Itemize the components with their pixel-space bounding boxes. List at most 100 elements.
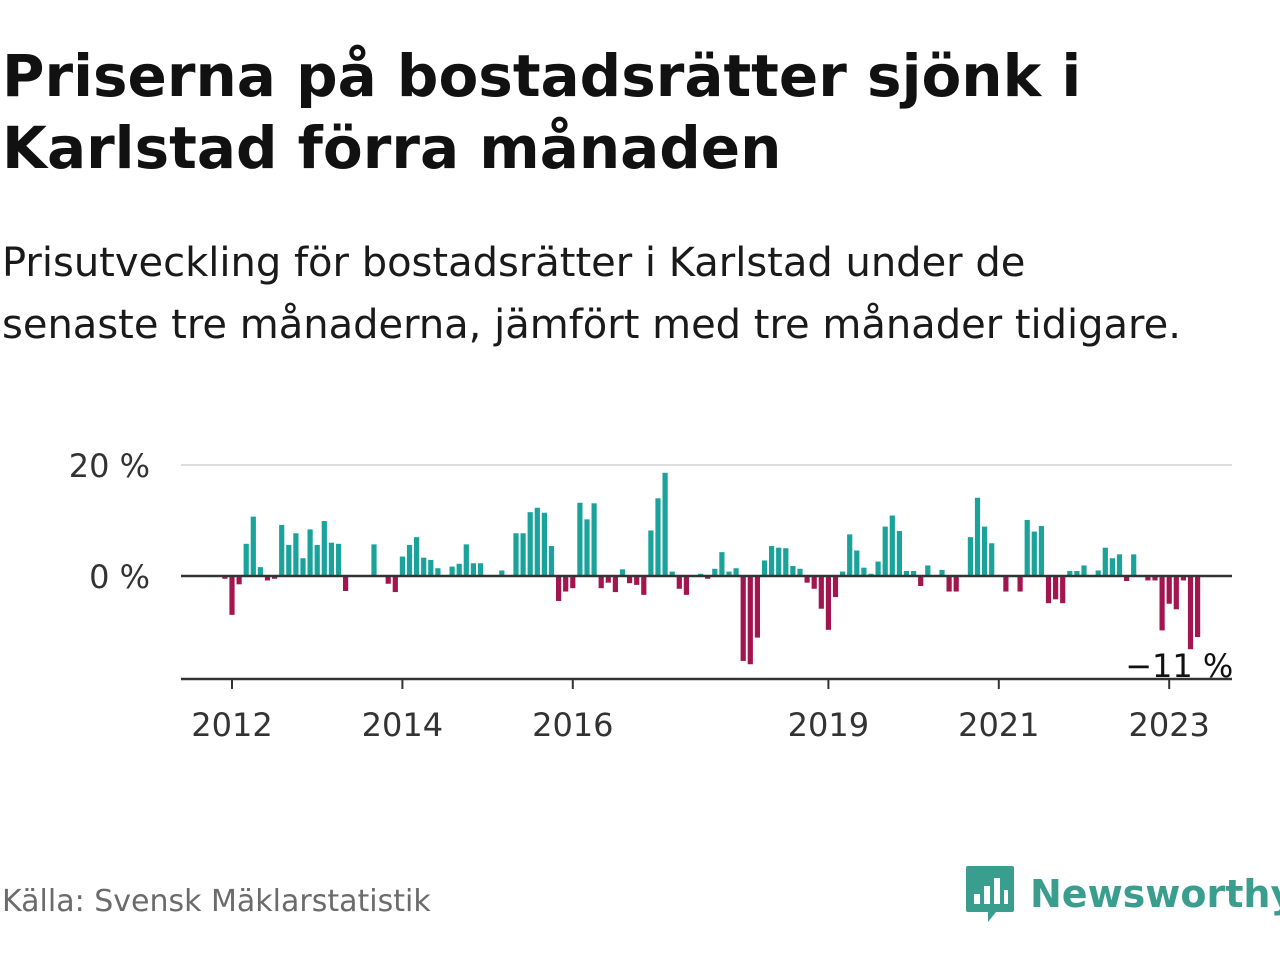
bar <box>939 569 945 577</box>
bar <box>1145 576 1151 581</box>
bar <box>889 515 895 576</box>
bar <box>229 576 235 615</box>
bar <box>627 576 633 584</box>
bar <box>726 571 732 576</box>
bar <box>648 530 654 576</box>
bar <box>1109 558 1115 576</box>
bar <box>1187 576 1194 650</box>
bar <box>328 542 334 576</box>
bar <box>1024 519 1030 576</box>
x-tick-label: 2016 <box>532 706 613 744</box>
bar <box>918 576 924 586</box>
bar <box>733 568 739 576</box>
brand-logo: Newsworthy <box>964 862 1280 926</box>
bar <box>1124 576 1130 581</box>
bar <box>1173 576 1179 610</box>
bar-layer <box>222 472 1201 665</box>
bar <box>840 571 846 576</box>
bar <box>399 556 405 577</box>
bar <box>1166 576 1172 604</box>
bar <box>236 576 242 585</box>
bar <box>761 560 768 576</box>
bar <box>477 563 484 576</box>
bar <box>286 544 292 576</box>
bar <box>307 529 313 576</box>
x-tick-label: 2012 <box>191 706 272 744</box>
bar <box>414 537 420 576</box>
bar <box>570 576 576 589</box>
bar <box>1095 570 1101 576</box>
bar <box>272 576 278 579</box>
bar <box>832 576 839 598</box>
bar <box>499 570 505 576</box>
bar <box>818 576 824 609</box>
bar <box>769 546 775 576</box>
bar <box>804 576 810 583</box>
bar <box>371 544 377 576</box>
bar <box>1060 576 1066 604</box>
bar <box>1074 571 1080 576</box>
bar <box>712 568 718 576</box>
bar <box>825 576 831 630</box>
bar <box>1195 576 1201 638</box>
bar <box>612 576 618 593</box>
bar <box>279 524 285 576</box>
bar <box>634 576 640 585</box>
bar <box>449 566 455 576</box>
bar <box>783 548 789 576</box>
bar <box>1131 554 1137 576</box>
bar <box>250 516 256 576</box>
bar <box>854 550 860 576</box>
axis-layer: 2012 2014 2016 2019 2021 2023 −11 % <box>181 574 1233 744</box>
bar <box>1017 576 1023 592</box>
bar <box>953 576 959 592</box>
bar <box>257 567 263 576</box>
bar <box>1045 576 1052 604</box>
x-tick-label: 2014 <box>362 706 443 744</box>
bar <box>683 576 689 595</box>
bar <box>790 566 796 576</box>
bar <box>513 533 519 576</box>
bar <box>946 576 952 592</box>
bar <box>1102 547 1108 576</box>
bar <box>974 497 981 576</box>
bar <box>719 552 725 576</box>
bar <box>669 571 675 576</box>
bar <box>747 576 753 665</box>
bar <box>1067 571 1073 576</box>
bar <box>875 561 881 576</box>
bar <box>903 571 910 576</box>
bar <box>1038 526 1044 576</box>
bar <box>428 559 434 576</box>
bar <box>321 521 327 577</box>
bar <box>556 576 562 601</box>
bar <box>335 543 342 576</box>
bar <box>520 533 526 576</box>
bar <box>911 571 917 576</box>
bar <box>1116 554 1123 576</box>
bar <box>222 576 228 579</box>
bar <box>982 526 988 576</box>
bar <box>243 543 249 576</box>
bar <box>655 498 661 576</box>
latest-value-label: −11 % <box>1125 647 1233 685</box>
bar <box>421 557 427 576</box>
x-tick-label: 2019 <box>788 706 869 744</box>
bar <box>435 568 441 576</box>
bar <box>456 563 462 576</box>
brand-name: Newsworthy <box>1030 872 1280 916</box>
y-tick-label: 0 % <box>89 558 150 596</box>
bar <box>577 502 583 576</box>
bar <box>598 576 604 589</box>
bar <box>293 533 299 576</box>
bar <box>925 565 931 576</box>
bar <box>811 576 817 589</box>
bar <box>392 576 398 593</box>
bar <box>591 503 597 576</box>
bar <box>1081 565 1087 576</box>
newsworthy-logo-icon <box>966 866 1014 922</box>
bar <box>1180 576 1186 581</box>
bar <box>676 576 682 589</box>
chart-title: Priserna på bostadsrätter sjönk i Karlst… <box>2 42 1082 182</box>
bar <box>1152 576 1158 581</box>
